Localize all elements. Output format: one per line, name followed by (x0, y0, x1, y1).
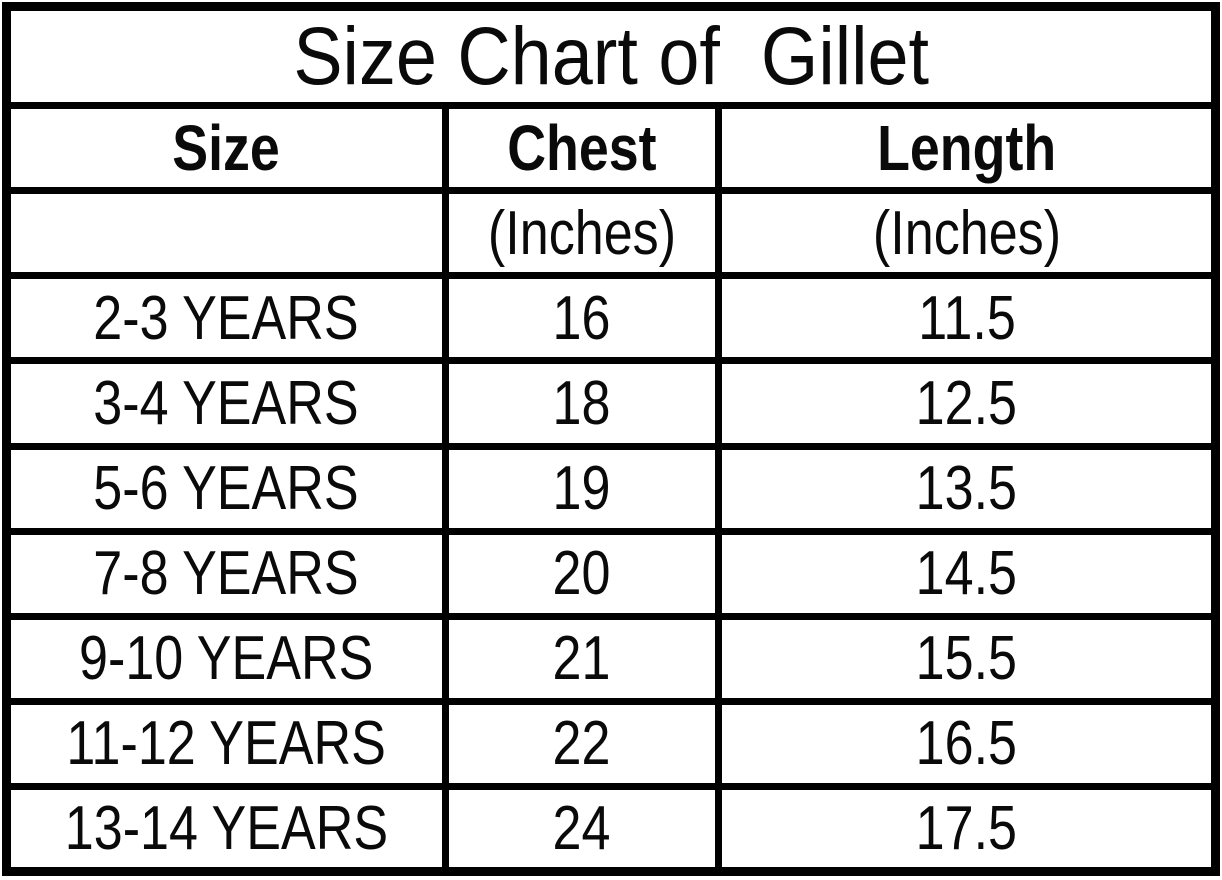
table-row: 11-12 YEARS 22 16.5 (3, 697, 1219, 790)
column-header-size: Size (3, 102, 449, 195)
size-value: 7-8 YEARS (93, 539, 360, 609)
length-cell: 17.5 (715, 782, 1219, 876)
length-value: 13.5 (915, 454, 1018, 524)
units-length-label: (Inches) (872, 198, 1061, 268)
size-cell: 5-6 YEARS (3, 442, 449, 535)
column-header-chest-label: Chest (507, 111, 657, 184)
chest-cell: 24 (441, 782, 723, 876)
chest-cell: 16 (441, 272, 723, 365)
title-row: Size Chart of Gillet (3, 2, 1219, 110)
size-cell: 9-10 YEARS (3, 612, 449, 705)
length-cell: 14.5 (715, 527, 1219, 620)
units-chest-cell: (Inches) (441, 187, 723, 280)
header-row: Size Chest Length (3, 102, 1219, 195)
chest-cell: 22 (441, 697, 723, 790)
table-row: 7-8 YEARS 20 14.5 (3, 527, 1219, 620)
size-cell: 13-14 YEARS (3, 782, 449, 876)
table-row: 13-14 YEARS 24 17.5 (3, 782, 1219, 876)
size-cell: 11-12 YEARS (3, 697, 449, 790)
units-chest-label: (Inches) (487, 198, 677, 268)
table-row: 5-6 YEARS 19 13.5 (3, 442, 1219, 535)
chest-cell: 21 (441, 612, 723, 705)
size-value: 9-10 YEARS (79, 624, 374, 694)
table-title: Size Chart of Gillet (293, 10, 929, 102)
length-cell: 16.5 (715, 697, 1219, 790)
size-cell: 7-8 YEARS (3, 527, 449, 620)
column-header-length-label: Length (876, 111, 1057, 184)
size-cell: 2-3 YEARS (3, 272, 449, 365)
units-length-cell: (Inches) (715, 187, 1219, 280)
column-header-length: Length (715, 102, 1219, 195)
table-title-cell: Size Chart of Gillet (3, 2, 1219, 110)
table-row: 2-3 YEARS 16 11.5 (3, 272, 1219, 365)
length-value: 12.5 (915, 368, 1018, 438)
chest-value: 22 (553, 709, 611, 779)
chest-value: 21 (553, 624, 611, 694)
size-cell: 3-4 YEARS (3, 357, 449, 450)
length-value: 17.5 (915, 793, 1018, 863)
size-value: 11-12 YEARS (66, 709, 387, 779)
chest-value: 24 (553, 793, 611, 863)
length-value: 15.5 (915, 624, 1018, 694)
length-value: 16.5 (915, 709, 1018, 779)
column-header-size-label: Size (172, 111, 281, 184)
column-header-chest: Chest (441, 102, 723, 195)
size-value: 2-3 YEARS (93, 283, 360, 353)
length-value: 14.5 (915, 539, 1018, 609)
size-value: 5-6 YEARS (93, 454, 360, 524)
chest-cell: 18 (441, 357, 723, 450)
table-row: 3-4 YEARS 18 12.5 (3, 357, 1219, 450)
chest-cell: 19 (441, 442, 723, 535)
chest-value: 19 (553, 454, 611, 524)
chest-cell: 20 (441, 527, 723, 620)
units-size-cell (3, 187, 449, 280)
units-row: (Inches) (Inches) (3, 187, 1219, 280)
table-row: 9-10 YEARS 21 15.5 (3, 612, 1219, 705)
chest-value: 16 (553, 283, 611, 353)
length-cell: 13.5 (715, 442, 1219, 535)
size-value: 13-14 YEARS (64, 793, 389, 863)
chest-value: 18 (553, 368, 611, 438)
size-value: 3-4 YEARS (93, 368, 360, 438)
length-value: 11.5 (917, 283, 1016, 353)
length-cell: 12.5 (715, 357, 1219, 450)
chest-value: 20 (553, 539, 611, 609)
length-cell: 11.5 (715, 272, 1219, 365)
length-cell: 15.5 (715, 612, 1219, 705)
